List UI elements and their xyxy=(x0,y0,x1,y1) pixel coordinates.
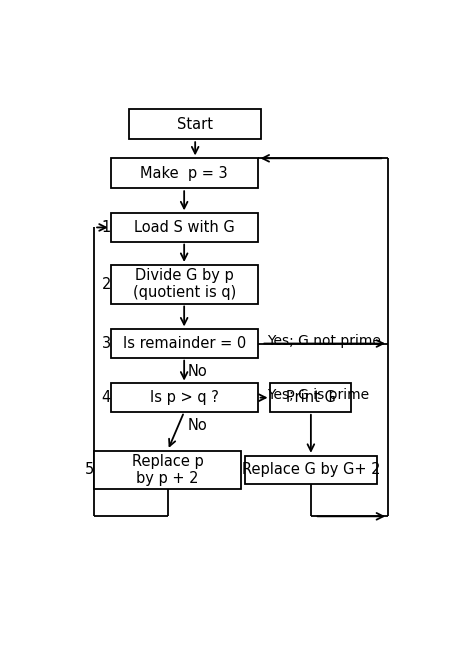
Text: Start: Start xyxy=(177,117,213,132)
Text: Replace p
by p + 2: Replace p by p + 2 xyxy=(132,454,203,486)
FancyBboxPatch shape xyxy=(271,383,351,412)
Text: Is remainder = 0: Is remainder = 0 xyxy=(122,336,246,351)
Text: Print G: Print G xyxy=(286,390,336,405)
Text: No: No xyxy=(188,364,208,379)
Text: No: No xyxy=(188,418,208,433)
FancyBboxPatch shape xyxy=(110,158,258,188)
FancyBboxPatch shape xyxy=(129,109,261,139)
Text: Yes; G is prime: Yes; G is prime xyxy=(267,388,369,402)
Text: 4: 4 xyxy=(101,390,111,405)
Text: 3: 3 xyxy=(101,336,110,351)
Text: Is p > q ?: Is p > q ? xyxy=(150,390,219,405)
Text: Make  p = 3: Make p = 3 xyxy=(140,165,228,181)
FancyBboxPatch shape xyxy=(110,330,258,358)
FancyBboxPatch shape xyxy=(110,383,258,412)
Text: Yes; G not prime: Yes; G not prime xyxy=(267,334,381,348)
Text: 5: 5 xyxy=(85,462,94,478)
Text: 1: 1 xyxy=(101,220,111,235)
Text: 2: 2 xyxy=(101,277,111,291)
Text: Replace G by G+ 2: Replace G by G+ 2 xyxy=(242,462,380,478)
FancyBboxPatch shape xyxy=(110,265,258,304)
Text: Load S with G: Load S with G xyxy=(134,220,235,235)
FancyBboxPatch shape xyxy=(245,456,377,484)
Text: Divide G by p
(quotient is q): Divide G by p (quotient is q) xyxy=(133,268,236,300)
FancyBboxPatch shape xyxy=(110,213,258,242)
FancyBboxPatch shape xyxy=(94,450,241,489)
